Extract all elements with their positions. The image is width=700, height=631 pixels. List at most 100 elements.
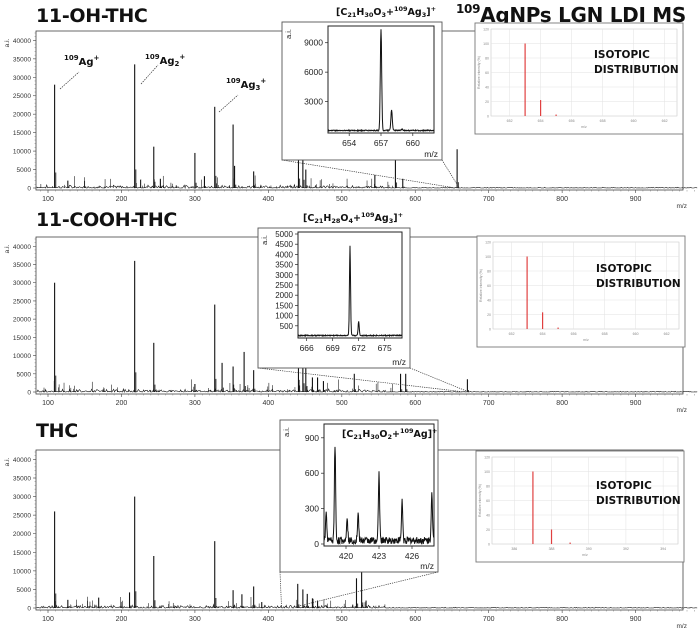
svg-text:0: 0 <box>487 115 489 119</box>
svg-text:10000: 10000 <box>13 568 31 575</box>
svg-text:0: 0 <box>27 186 31 193</box>
svg-text:658: 658 <box>602 332 608 336</box>
svg-text:300: 300 <box>305 504 319 514</box>
svg-text:15000: 15000 <box>13 550 31 557</box>
svg-text:700: 700 <box>483 400 495 407</box>
svg-text:300: 300 <box>189 616 201 623</box>
svg-text:m/z: m/z <box>677 203 687 210</box>
svg-text:654: 654 <box>342 138 356 148</box>
svg-text:4000: 4000 <box>275 250 293 259</box>
spectrum-11-cooh-thc: 0500010000150002000025000300003500040000… <box>4 236 698 414</box>
svg-text:40000: 40000 <box>13 244 31 251</box>
svg-text:6000: 6000 <box>304 67 323 77</box>
svg-text:400: 400 <box>263 616 275 623</box>
svg-text:100: 100 <box>484 470 490 474</box>
svg-text:25000: 25000 <box>13 298 31 305</box>
svg-text:20000: 20000 <box>13 531 31 538</box>
svg-text:80: 80 <box>486 485 490 489</box>
svg-text:654: 654 <box>538 119 544 123</box>
svg-text:25000: 25000 <box>13 93 31 100</box>
svg-text:20000: 20000 <box>13 112 31 119</box>
svg-text:100: 100 <box>42 196 54 203</box>
svg-text:500: 500 <box>336 616 348 623</box>
svg-text:40000: 40000 <box>13 38 31 45</box>
svg-text:120: 120 <box>485 241 491 245</box>
svg-text:900: 900 <box>630 196 642 203</box>
svg-text:654: 654 <box>540 332 546 336</box>
inset-formula-1: [C21H30O3+109Ag3]+ <box>336 5 437 19</box>
inset-11-oh-thc: 3000 6000 9000 654 657 660 m/z a.i. <box>281 21 460 189</box>
svg-text:800: 800 <box>556 400 568 407</box>
svg-text:20: 20 <box>486 528 490 532</box>
annotation-ag3: 109Ag3+ <box>226 77 267 92</box>
svg-text:100: 100 <box>483 42 489 46</box>
svg-text:900: 900 <box>630 616 642 623</box>
svg-text:20: 20 <box>487 313 491 317</box>
svg-text:3500: 3500 <box>275 261 293 270</box>
inset-formula-2: [C21H28O4+109Ag3]+ <box>303 211 404 225</box>
svg-text:660: 660 <box>633 332 639 336</box>
svg-text:656: 656 <box>571 332 577 336</box>
svg-text:1500: 1500 <box>275 301 293 310</box>
isotopic-distribution-thc: 0 20 40 60 80 100 120 386 388 390 392 394 m/z Relativ… <box>475 450 685 563</box>
svg-text:m/z: m/z <box>424 149 438 159</box>
svg-text:672: 672 <box>352 343 366 353</box>
svg-text:388: 388 <box>549 547 555 551</box>
svg-text:660: 660 <box>406 138 420 148</box>
svg-text:386: 386 <box>511 547 517 551</box>
svg-text:600: 600 <box>409 616 421 623</box>
svg-text:600: 600 <box>409 196 421 203</box>
svg-text:400: 400 <box>263 196 275 203</box>
svg-text:15000: 15000 <box>13 335 31 342</box>
svg-text:5000: 5000 <box>17 371 32 378</box>
svg-text:9000: 9000 <box>304 38 323 48</box>
svg-text:Relative intensity (%): Relative intensity (%) <box>478 484 482 517</box>
svg-text:60: 60 <box>486 499 490 503</box>
svg-text:0: 0 <box>314 539 319 549</box>
isotopic-label-2: ISOTOPIC DISTRIBUTION <box>596 263 681 290</box>
svg-text:600: 600 <box>305 468 319 478</box>
svg-text:420: 420 <box>339 551 353 561</box>
annotation-ag1: 109Ag+ <box>64 54 100 68</box>
svg-text:a.i.: a.i. <box>260 235 269 245</box>
svg-text:Relative intensity (%): Relative intensity (%) <box>477 56 481 89</box>
svg-text:25000: 25000 <box>13 513 31 520</box>
svg-text:a.i.: a.i. <box>4 38 11 47</box>
svg-text:40: 40 <box>487 299 491 303</box>
svg-text:0: 0 <box>27 606 31 613</box>
svg-text:60: 60 <box>485 71 489 75</box>
svg-text:10000: 10000 <box>13 353 31 360</box>
svg-text:900: 900 <box>305 433 319 443</box>
svg-text:120: 120 <box>483 28 489 32</box>
svg-text:3000: 3000 <box>275 271 293 280</box>
panel-title-thc: THC <box>36 420 78 442</box>
svg-text:500: 500 <box>336 196 348 203</box>
svg-text:20: 20 <box>485 100 489 104</box>
svg-text:0: 0 <box>489 328 491 332</box>
svg-text:3000: 3000 <box>304 97 323 107</box>
svg-text:40: 40 <box>486 514 490 518</box>
svg-text:a.i.: a.i. <box>4 457 11 466</box>
svg-text:390: 390 <box>586 547 592 551</box>
isotopic-label-1: ISOTOPIC DISTRIBUTION <box>594 49 679 76</box>
svg-text:10000: 10000 <box>13 149 31 156</box>
svg-text:m/z: m/z <box>677 407 687 414</box>
svg-text:100: 100 <box>485 255 491 259</box>
svg-text:423: 423 <box>372 551 386 561</box>
svg-text:426: 426 <box>405 551 419 561</box>
svg-text:30000: 30000 <box>13 280 31 287</box>
svg-text:656: 656 <box>569 119 575 123</box>
svg-text:5000: 5000 <box>17 167 32 174</box>
svg-text:5000: 5000 <box>275 230 293 239</box>
svg-text:a.i.: a.i. <box>284 29 293 39</box>
svg-text:300: 300 <box>189 400 201 407</box>
inset-formula-3: [C21H30O2+109Ag]+ <box>342 427 438 441</box>
svg-text:100: 100 <box>42 616 54 623</box>
svg-text:0: 0 <box>488 543 490 547</box>
svg-text:675: 675 <box>378 343 392 353</box>
svg-text:m/z: m/z <box>420 561 434 571</box>
svg-text:600: 600 <box>409 400 421 407</box>
svg-text:35000: 35000 <box>13 262 31 269</box>
